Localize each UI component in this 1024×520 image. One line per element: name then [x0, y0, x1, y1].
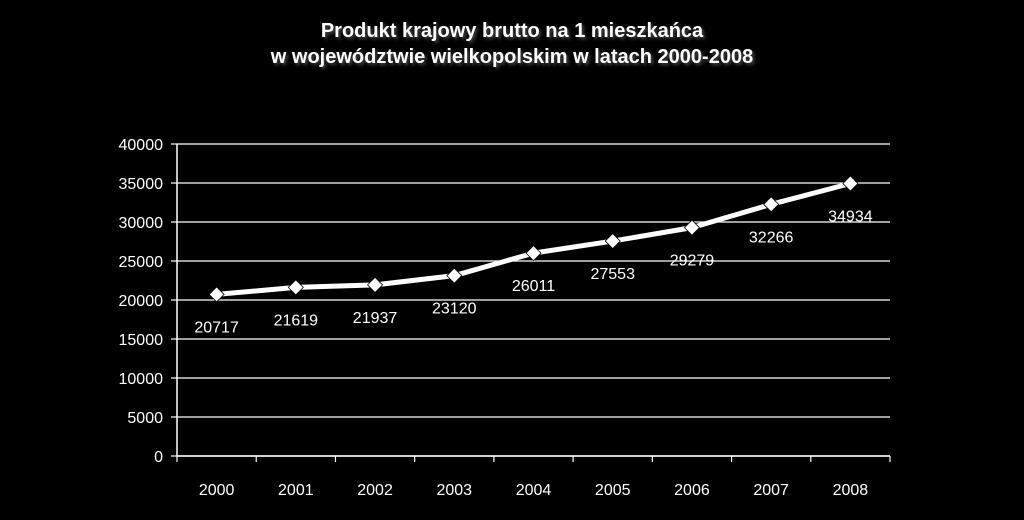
- x-tick-label-2001: 2001: [278, 482, 314, 499]
- data-point-2005: [604, 233, 621, 250]
- data-point-2007: [763, 196, 780, 213]
- x-tick-label-2000: 2000: [199, 482, 235, 499]
- data-label-2003: 23120: [432, 301, 477, 318]
- data-point-2006: [683, 219, 701, 236]
- chart-title-line-2: w województwie wielkopolskim w latach 20…: [270, 46, 754, 68]
- data-point-2004: [525, 245, 542, 262]
- data-label-2001: 21619: [274, 312, 319, 329]
- chart-title: Produkt krajowy brutto na 1 mieszkańca w…: [0, 18, 1024, 70]
- x-tick-label-2005: 2005: [595, 482, 631, 499]
- data-label-2008: 34934: [828, 209, 873, 226]
- chart-title-line-1: Produkt krajowy brutto na 1 mieszkańca: [320, 20, 704, 42]
- x-tick-label-2006: 2006: [674, 482, 710, 499]
- y-tick-label: 25000: [119, 254, 164, 271]
- x-tick-label-2002: 2002: [357, 482, 393, 499]
- data-point-2008: [842, 175, 859, 192]
- y-tick-label: 40000: [119, 137, 164, 154]
- x-tick-label-2008: 2008: [833, 482, 869, 499]
- y-tick-label: 30000: [119, 215, 164, 232]
- y-tick-label: 35000: [119, 176, 164, 193]
- y-tick-label: 10000: [119, 371, 164, 388]
- data-label-2007: 32266: [749, 229, 794, 246]
- y-tick-label: 15000: [119, 332, 164, 349]
- y-tick-label: 5000: [127, 410, 163, 427]
- data-label-2000: 20717: [194, 319, 239, 336]
- data-label-2004: 26011: [512, 278, 555, 295]
- data-point-2003: [446, 267, 463, 284]
- y-tick-label: 0: [154, 449, 163, 466]
- x-tick-label-2004: 2004: [516, 482, 552, 499]
- x-tick-label-2003: 2003: [436, 482, 472, 499]
- data-point-2000: [208, 286, 225, 303]
- y-tick-label: 20000: [119, 293, 164, 310]
- data-label-2006: 29279: [670, 253, 715, 270]
- data-point-2002: [366, 276, 384, 293]
- data-point-2001: [287, 279, 304, 296]
- data-label-2002: 21937: [353, 310, 398, 327]
- data-label-2005: 27553: [590, 266, 635, 283]
- x-tick-label-2007: 2007: [753, 482, 789, 499]
